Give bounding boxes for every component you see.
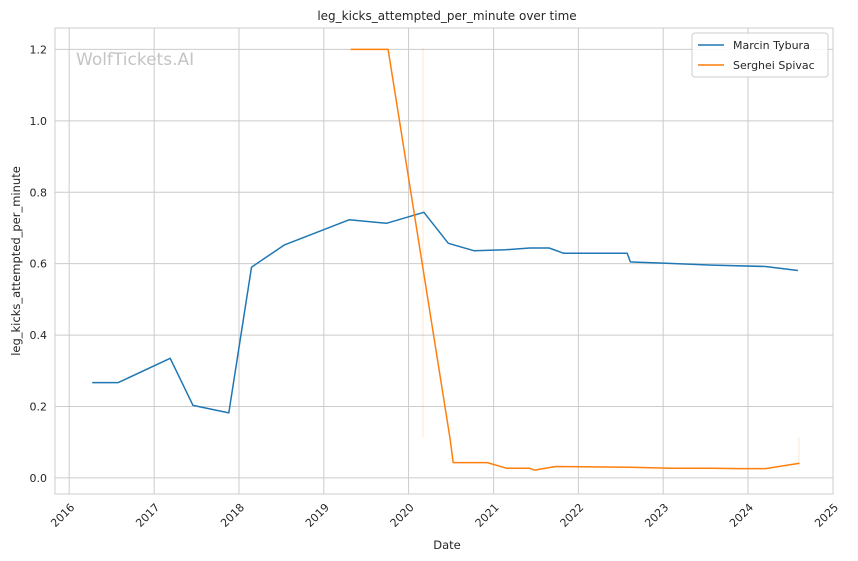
- y-tick-label: 0.2: [30, 401, 48, 414]
- y-tick-label: 1.2: [30, 43, 48, 56]
- x-tick-label: 2022: [558, 501, 587, 530]
- chart-title: leg_kicks_attempted_per_minute over time: [317, 9, 576, 23]
- x-tick-label: 2021: [473, 501, 502, 530]
- x-tick-label: 2017: [133, 501, 162, 530]
- x-tick-label: 2019: [303, 501, 332, 530]
- x-tick-label: 2023: [642, 501, 671, 530]
- x-axis-label: Date: [433, 538, 461, 552]
- x-tick-label: 2025: [812, 501, 841, 530]
- y-tick-label: 0.0: [30, 472, 48, 485]
- y-tick-label: 0.4: [30, 329, 48, 342]
- y-axis-label: leg_kicks_attempted_per_minute: [9, 166, 23, 356]
- x-tick-label: 2024: [727, 501, 756, 530]
- grid: [55, 28, 834, 494]
- series-lines: [92, 48, 800, 471]
- legend-entry: Marcin Tybura: [733, 39, 810, 52]
- series-line-2: [350, 48, 800, 471]
- legend-box: [691, 32, 829, 78]
- faint-range-bars: [422, 48, 800, 467]
- x-tick-label: 2016: [48, 501, 77, 530]
- plot-area: [54, 27, 834, 495]
- watermark: WolfTickets.AI: [76, 50, 194, 70]
- x-tick-label: 2018: [218, 501, 247, 530]
- series-line-1: [92, 211, 798, 414]
- y-tick-labels: 0.0 0.2 0.4 0.6 0.8 1.0 1.2: [30, 43, 48, 485]
- x-tick-label: 2020: [388, 501, 417, 530]
- y-tick-label: 0.8: [30, 186, 48, 199]
- legend-entry: Serghei Spivac: [733, 59, 815, 72]
- x-tick-labels: 2016 2017 2018 2019 2020 2021 2022 2023 2024 2025: [48, 501, 841, 530]
- legend: Marcin Tybura Serghei Spivac: [691, 32, 829, 78]
- y-tick-label: 0.6: [30, 258, 48, 271]
- y-tick-label: 1.0: [30, 115, 48, 128]
